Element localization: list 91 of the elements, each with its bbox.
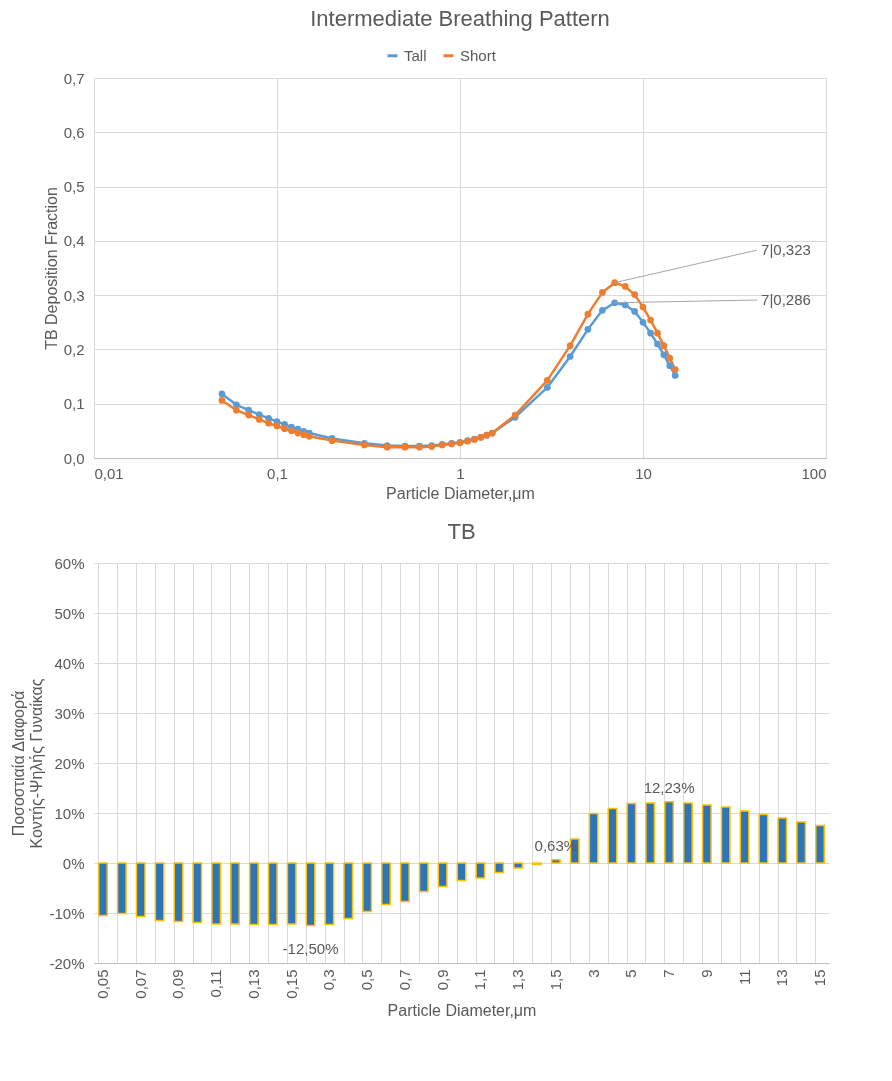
bar — [324, 862, 335, 926]
y-tick-label: 0,1 — [63, 395, 85, 413]
bar — [475, 862, 486, 879]
bar — [645, 802, 656, 864]
y-tick-label: 0,3 — [63, 286, 85, 304]
x-tick-label: 0,11 — [207, 969, 225, 998]
annotation: 7|0,286 — [761, 291, 811, 309]
x-tick-label: 7 — [660, 969, 678, 978]
x-tick-label: 0,9 — [433, 969, 451, 991]
bar — [815, 824, 826, 864]
y-tick-label: 0,4 — [63, 232, 85, 250]
bar — [173, 862, 184, 923]
chart-title: Intermediate Breathing Pattern — [310, 6, 610, 31]
y-axis-title: TB Deposition Fraction — [42, 187, 60, 350]
x-tick-label: 0,07 — [131, 969, 149, 999]
x-axis-title: Particle Diameter,μm — [386, 484, 535, 502]
bar — [550, 859, 561, 864]
x-tick-label: 1,5 — [546, 969, 564, 991]
x-tick-label: 1 — [456, 464, 465, 482]
bar — [116, 862, 127, 915]
bar — [154, 862, 165, 922]
x-tick-label: 15 — [811, 969, 829, 987]
y-axis-title: Ποσοστιαία Διαφορά Κοντής-Ψηλής Γυναίκας — [10, 678, 46, 849]
bar — [664, 801, 675, 864]
bar — [381, 862, 392, 906]
bar — [362, 862, 373, 913]
x-tick-label: 0,7 — [395, 969, 413, 991]
chart-title: TB — [447, 519, 476, 544]
bar — [267, 862, 278, 926]
x-tick-label: 0,05 — [93, 969, 111, 999]
y-tick-label: 30% — [54, 704, 85, 722]
bar — [796, 821, 807, 864]
y-tick-label: 10% — [54, 804, 85, 822]
bar — [418, 862, 429, 893]
bar — [135, 862, 146, 918]
legend-label: Short — [460, 46, 497, 64]
bar — [494, 862, 505, 874]
bar — [192, 862, 203, 924]
bar — [305, 862, 316, 927]
x-tick-label: 0,5 — [358, 969, 376, 991]
x-tick-label: 13 — [773, 969, 791, 987]
bar — [739, 810, 750, 864]
bar — [626, 802, 637, 864]
x-tick-label: 0,13 — [244, 969, 262, 999]
y-tick-label: 0,7 — [63, 69, 85, 87]
bar — [607, 807, 618, 864]
bar — [211, 862, 222, 925]
x-tick-label: 0,1 — [267, 464, 288, 482]
x-tick-label: 3 — [584, 969, 602, 978]
y-tick-label: 0,2 — [63, 340, 85, 358]
x-tick-label: 0,09 — [169, 969, 187, 999]
bar — [399, 862, 410, 903]
annotation: 7|0,323 — [761, 241, 811, 259]
y-tick-label: 60% — [54, 554, 85, 572]
x-tick-label: 9 — [697, 969, 715, 978]
x-tick-label: 0,15 — [282, 969, 300, 999]
y-tick-label: 40% — [54, 654, 85, 672]
y-tick-label: -10% — [49, 904, 85, 922]
bar — [97, 862, 108, 917]
bar — [248, 862, 259, 926]
bar — [701, 804, 712, 864]
bar — [456, 862, 467, 882]
bar — [230, 862, 241, 925]
y-tick-label: 0,6 — [63, 123, 85, 141]
bar — [513, 862, 524, 869]
y-tick-label: 0% — [62, 854, 85, 872]
bar — [343, 862, 354, 920]
x-tick-label: 11 — [735, 969, 753, 986]
bar — [720, 806, 731, 864]
x-tick-label: 5 — [622, 969, 640, 978]
y-tick-label: 0,5 — [63, 178, 85, 196]
y-tick-label: 0,0 — [63, 449, 85, 467]
x-tick-label: 1,1 — [471, 969, 489, 991]
data-label: 12,23% — [643, 778, 695, 796]
bar — [777, 817, 788, 864]
bar — [286, 862, 297, 925]
bar — [758, 813, 769, 864]
y-tick-label: -20% — [49, 954, 85, 972]
bar — [588, 812, 599, 864]
legend-label: Tall — [404, 46, 427, 64]
x-tick-label: 0,3 — [320, 969, 338, 991]
x-tick-label: 0,01 — [94, 464, 124, 482]
x-tick-label: 10 — [635, 464, 652, 482]
y-tick-label: 50% — [54, 604, 85, 622]
bar — [682, 802, 693, 864]
x-tick-label: 1,3 — [509, 969, 527, 991]
data-label: -12,50% — [282, 939, 339, 957]
x-axis-title: Particle Diameter,μm — [387, 1001, 537, 1019]
y-tick-label: 20% — [54, 754, 85, 772]
bar — [437, 862, 448, 888]
x-tick-label: 100 — [801, 464, 827, 482]
